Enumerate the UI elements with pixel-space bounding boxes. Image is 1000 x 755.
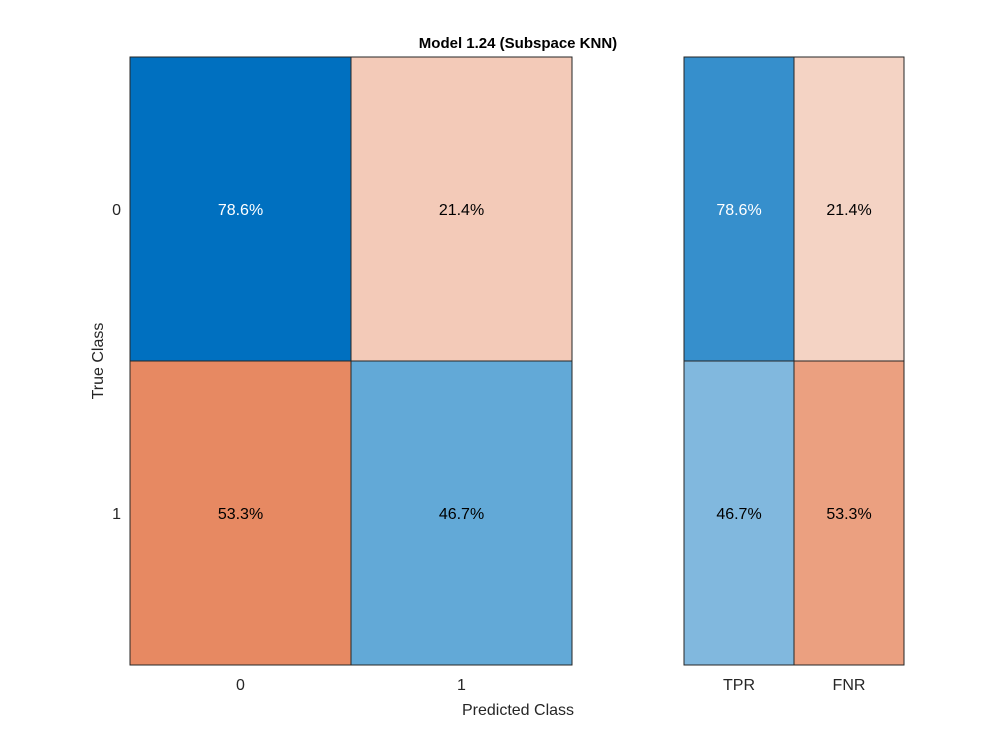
rates-border [683, 56, 905, 666]
rates-col-label-0: TPR [723, 677, 755, 694]
rates-cell-label-r1-c0: 46.7% [716, 506, 761, 523]
rates-cell-label-r0-c1: 21.4% [826, 202, 871, 219]
y-tick-label-0: 0 [112, 202, 121, 219]
rates-col-label-1: FNR [833, 677, 866, 694]
chart-title: Model 1.24 (Subspace KNN) [419, 35, 617, 52]
matrix-cell-r1-c0 [129, 360, 352, 666]
x-tick-label-0: 0 [236, 677, 245, 694]
matrix-cell-label-r0-c1: 21.4% [439, 202, 484, 219]
rates-cell-r0-c1 [793, 56, 905, 362]
rates-cell-r1-c1 [793, 360, 905, 666]
confusion-matrix: 78.6% 21.4% 53.3% 46.7% 0 1 0 1 [112, 56, 573, 694]
y-axis-label: True Class [90, 323, 107, 400]
matrix-cell-label-r1-c0: 53.3% [218, 506, 263, 523]
matrix-cell-r1-c1 [350, 360, 573, 666]
matrix-cell-r0-c0 [129, 56, 352, 362]
rates-cell-label-r0-c0: 78.6% [716, 202, 761, 219]
x-tick-label-1: 1 [457, 677, 466, 694]
rates-matrix: 78.6% 21.4% 46.7% 53.3% TPR FNR [683, 56, 905, 694]
y-tick-label-1: 1 [112, 506, 121, 523]
matrix-cell-label-r0-c0: 78.6% [218, 202, 263, 219]
matrix-cell-label-r1-c1: 46.7% [439, 506, 484, 523]
matrix-cell-r0-c1 [350, 56, 573, 362]
matrix-border [129, 56, 573, 666]
x-axis-label: Predicted Class [462, 702, 574, 719]
rates-cell-label-r1-c1: 53.3% [826, 506, 871, 523]
